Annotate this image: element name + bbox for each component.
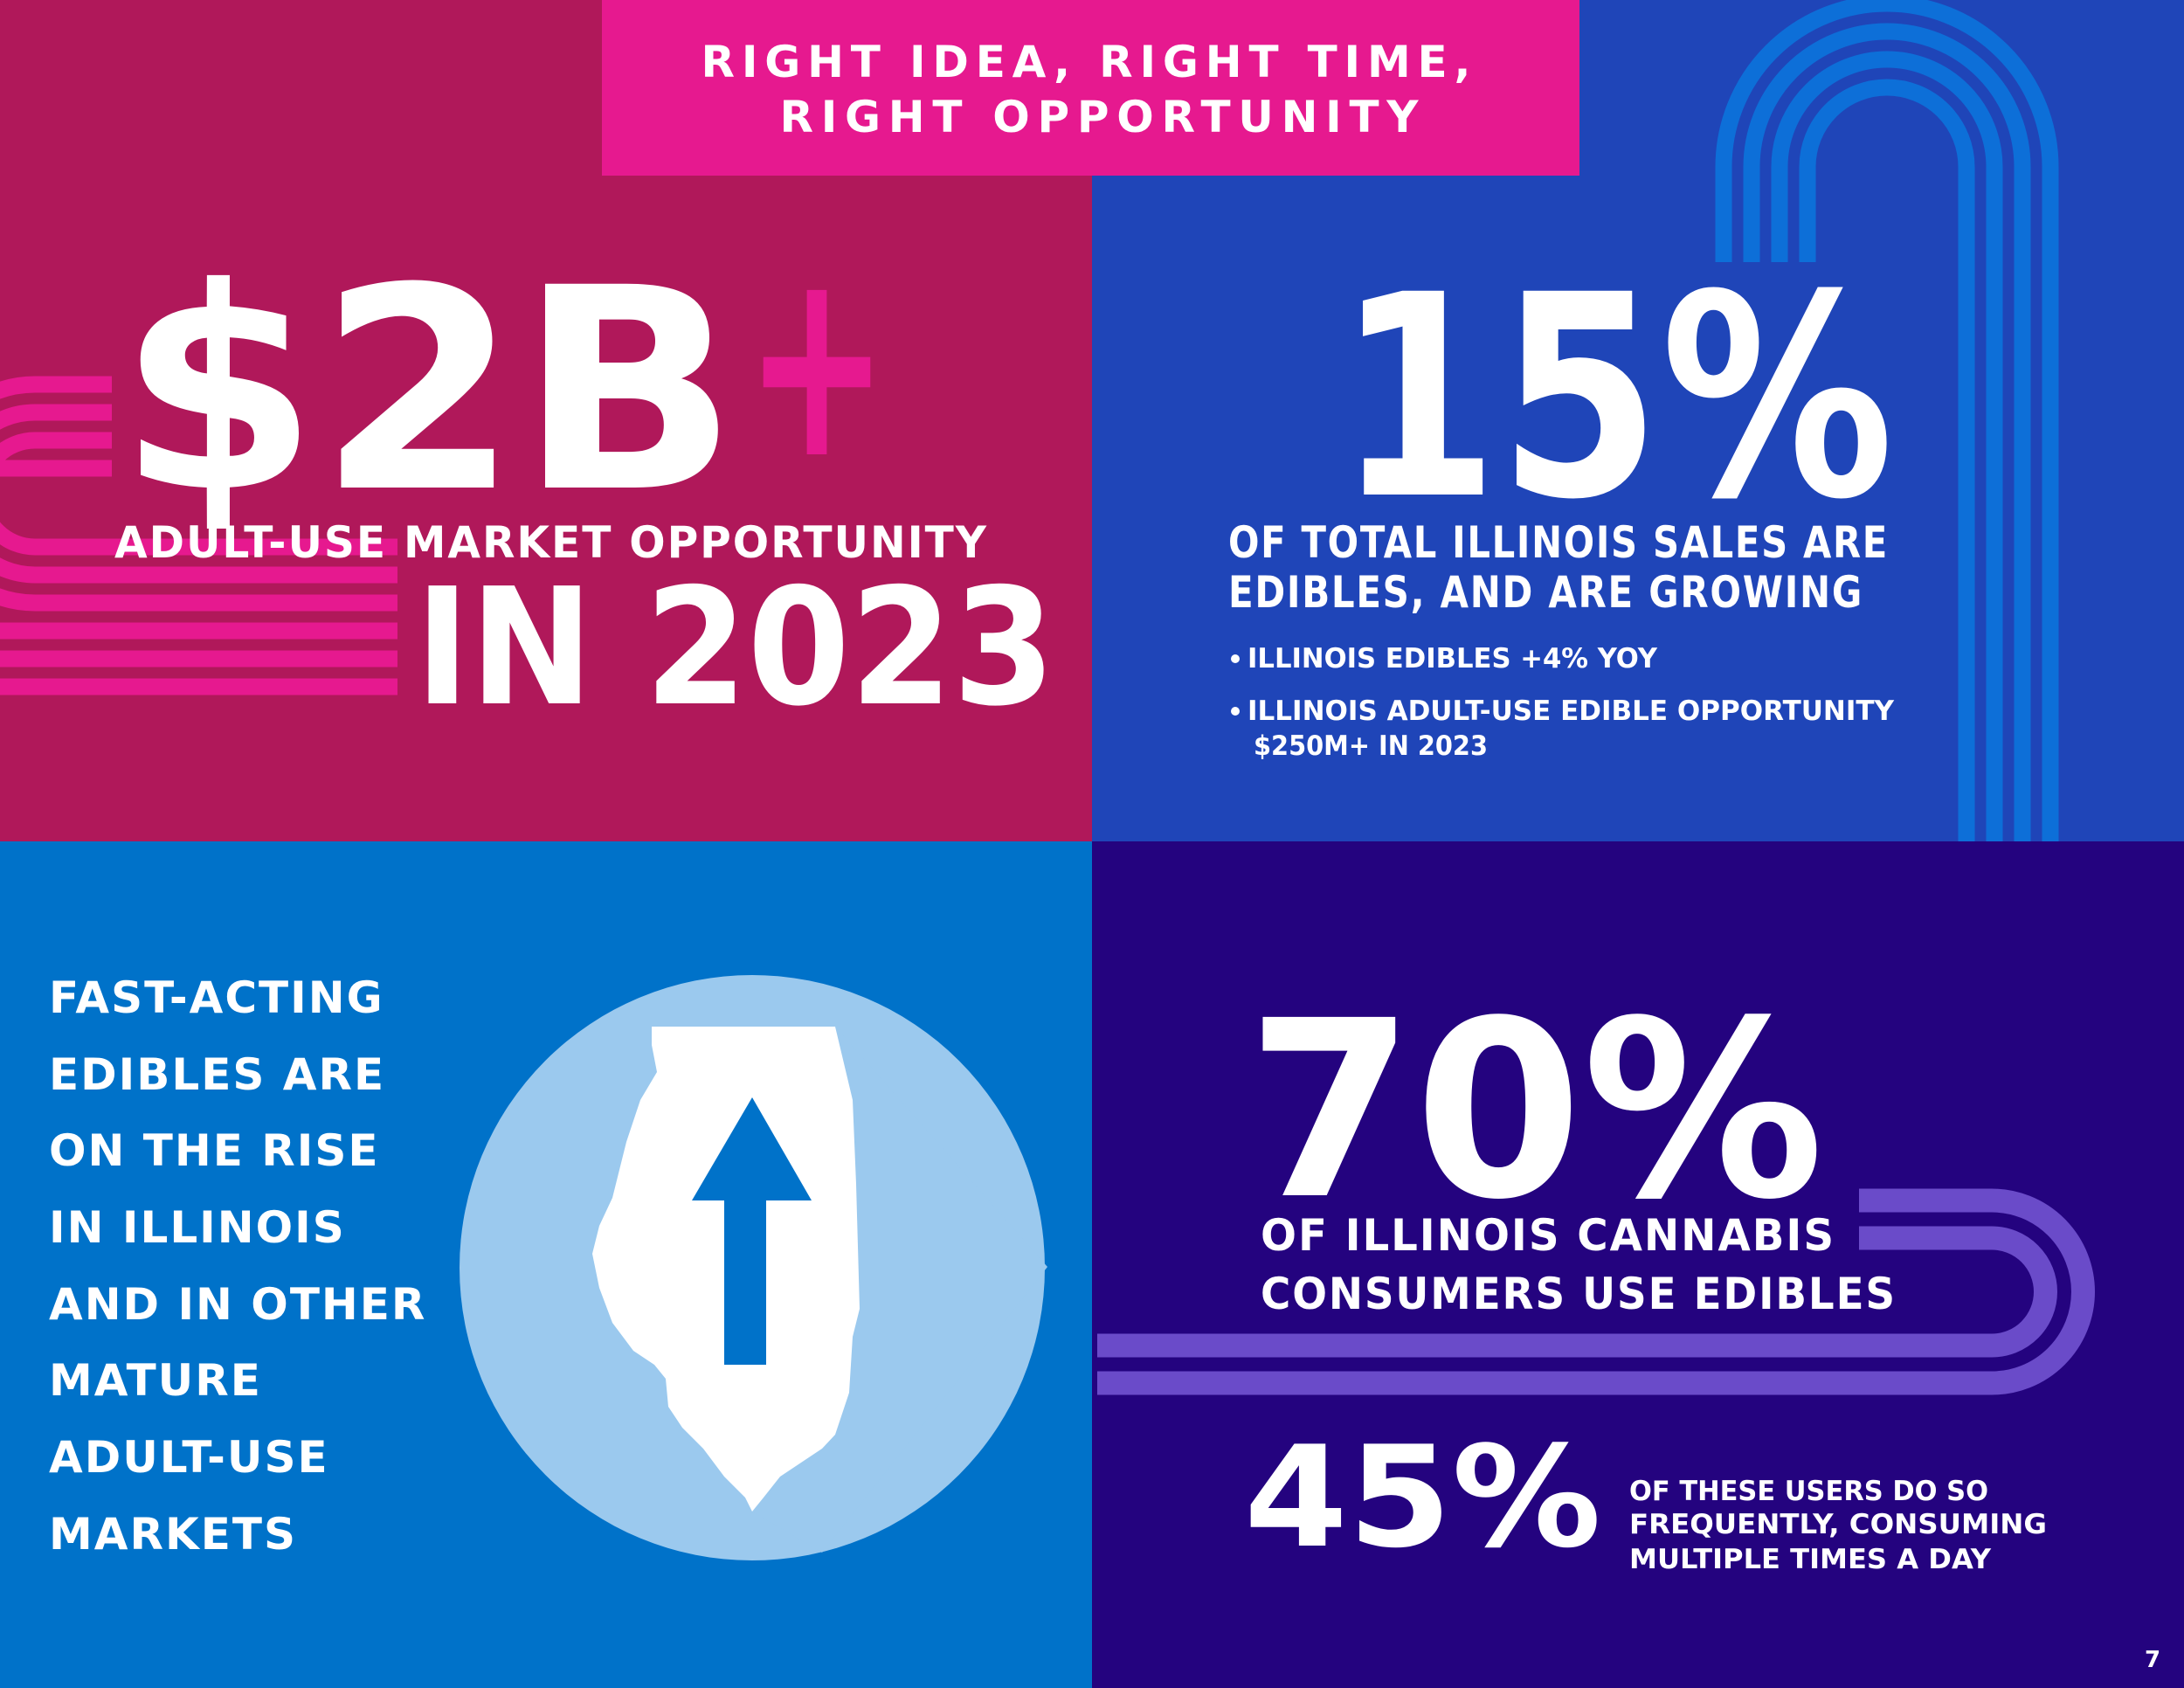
bullet-text: ILLINOIS EDIBLES +4% YOY [1248, 643, 1658, 675]
market-label: ADULT-USE MARKET OPPORTUNITY [114, 517, 988, 568]
frequent-figure: 45% [1244, 1415, 1601, 1579]
page-number: 7 [2145, 1647, 2160, 1673]
share-figure: 15% [1337, 236, 1894, 561]
arch-stripes [1715, 0, 2059, 841]
up-arrow-shaft [724, 1198, 766, 1365]
bullet [1231, 654, 1240, 663]
rise-line: FAST-ACTING [49, 972, 384, 1023]
rise-line: AND IN OTHER [49, 1279, 426, 1330]
frequent-caption: FREQUENTLY, CONSUMING [1629, 1509, 2047, 1540]
bullet-text: $250M+ IN 2023 [1254, 730, 1488, 762]
market-suffix: + [745, 211, 888, 516]
header-title: RIGHT IDEA, RIGHT TIME, [702, 37, 1480, 87]
bullet [1231, 707, 1240, 716]
rise-line: EDIBLES ARE [49, 1049, 385, 1100]
consumers-caption: OF ILLINOIS CANNABIS [1261, 1210, 1835, 1261]
rise-line: MARKETS [49, 1509, 297, 1560]
share-caption: OF TOTAL ILLINOIS SALES ARE [1228, 517, 1889, 568]
consumers-panel [1092, 841, 2184, 1688]
share-caption: EDIBLES, AND ARE GROWING [1228, 567, 1863, 618]
header-banner [602, 0, 1579, 176]
frequent-caption: OF THESE USERS DO SO [1629, 1476, 1988, 1507]
rise-line: IN ILLINOIS [49, 1202, 346, 1253]
market-amount: $2B [118, 229, 738, 554]
bullet-text: ILLINOIS ADULT-USE EDIBLE OPPORTUNITY [1248, 695, 1895, 727]
up-arrow-head [692, 1097, 812, 1200]
frequent-caption: MULTIPLE TIMES A DAY [1629, 1544, 1992, 1575]
consumers-figure: 70% [1247, 969, 1824, 1254]
market-year: IN 2023 [415, 553, 1055, 742]
rise-line: MATURE [49, 1355, 262, 1406]
consumers-caption: CONSUMERS USE EDIBLES [1261, 1269, 1897, 1319]
header-title: RIGHT OPPORTUNITY [780, 92, 1427, 142]
purple-stripes [1097, 1188, 2095, 1395]
rise-line: ADULT-USE [49, 1432, 329, 1483]
rise-line: ON THE RISE [49, 1125, 380, 1176]
rise-text: FAST-ACTING EDIBLES ARE ON THE RISE IN I… [49, 972, 426, 1560]
pink-stripes [0, 376, 397, 695]
